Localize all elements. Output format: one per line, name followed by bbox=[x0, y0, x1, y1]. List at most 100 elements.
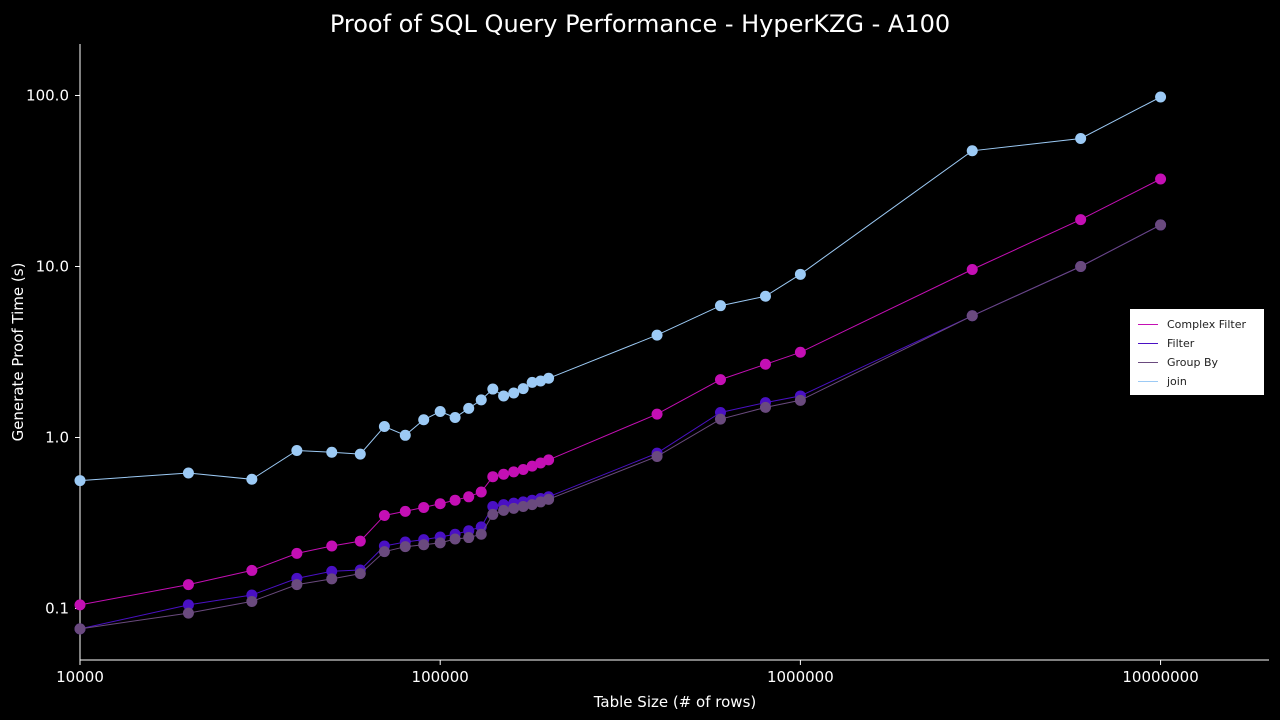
data-point bbox=[498, 390, 510, 402]
legend-item: Group By bbox=[1138, 353, 1256, 372]
data-point bbox=[354, 568, 366, 580]
data-point bbox=[498, 468, 510, 480]
x-tick-label: 100000 bbox=[412, 668, 469, 686]
data-point bbox=[378, 509, 390, 521]
data-point bbox=[487, 471, 499, 483]
data-point bbox=[517, 383, 529, 395]
data-point bbox=[1155, 173, 1167, 185]
data-point bbox=[517, 464, 529, 476]
data-point bbox=[399, 429, 411, 441]
data-point bbox=[246, 564, 258, 576]
data-point bbox=[759, 358, 771, 370]
data-point bbox=[543, 372, 555, 384]
data-point bbox=[517, 500, 529, 512]
data-point bbox=[487, 383, 499, 395]
y-tick-label: 0.1 bbox=[45, 600, 69, 618]
series-line bbox=[79, 224, 1161, 630]
data-point bbox=[354, 535, 366, 547]
data-point bbox=[246, 473, 258, 485]
data-point bbox=[651, 329, 663, 341]
data-point bbox=[508, 502, 520, 514]
x-tick-label: 10000000 bbox=[1122, 668, 1198, 686]
data-point bbox=[714, 374, 726, 386]
data-point bbox=[526, 376, 538, 388]
data-point bbox=[399, 541, 411, 553]
legend-item: join bbox=[1138, 372, 1256, 391]
legend-swatch bbox=[1138, 381, 1158, 382]
legend-label: Complex Filter bbox=[1167, 318, 1246, 331]
axes: 10000 100000 1000000 10000000 0.1 1.0 10.0 100.… bbox=[26, 44, 1269, 686]
data-point bbox=[74, 623, 86, 635]
data-point bbox=[326, 573, 338, 585]
series bbox=[74, 173, 1167, 611]
data-point bbox=[182, 467, 194, 479]
data-point bbox=[378, 546, 390, 558]
data-point bbox=[378, 420, 390, 432]
data-point bbox=[291, 579, 303, 591]
data-point bbox=[354, 448, 366, 460]
series-line bbox=[79, 178, 1161, 606]
series bbox=[74, 219, 1167, 635]
legend-swatch bbox=[1138, 324, 1158, 325]
legend-label: Group By bbox=[1167, 356, 1219, 369]
data-point bbox=[714, 300, 726, 312]
data-point bbox=[434, 498, 446, 510]
data-point bbox=[182, 599, 194, 611]
data-point bbox=[463, 532, 475, 544]
x-axis-label: Table Size (# of rows) bbox=[593, 693, 756, 711]
data-point bbox=[434, 405, 446, 417]
series bbox=[74, 219, 1167, 635]
data-point bbox=[246, 595, 258, 607]
data-point bbox=[463, 491, 475, 503]
data-point bbox=[966, 310, 978, 322]
data-point bbox=[418, 414, 430, 426]
data-point bbox=[475, 528, 487, 540]
x-tick-label: 1000000 bbox=[767, 668, 834, 686]
data-point bbox=[714, 413, 726, 425]
series-layer bbox=[74, 91, 1167, 635]
data-point bbox=[434, 537, 446, 549]
data-point bbox=[418, 539, 430, 551]
data-point bbox=[291, 547, 303, 559]
data-point bbox=[651, 408, 663, 420]
data-point bbox=[74, 599, 86, 611]
data-point bbox=[794, 346, 806, 358]
y-tick-label: 10.0 bbox=[36, 257, 69, 275]
data-point bbox=[759, 401, 771, 413]
legend-swatch bbox=[1138, 343, 1158, 344]
x-tick-label: 10000 bbox=[56, 668, 104, 686]
y-axis-label: Generate Proof Time (s) bbox=[9, 263, 27, 442]
data-point bbox=[399, 505, 411, 517]
data-point bbox=[326, 446, 338, 458]
data-point bbox=[74, 475, 86, 487]
data-point bbox=[1075, 214, 1087, 226]
data-point bbox=[487, 508, 499, 520]
data-point bbox=[449, 411, 461, 423]
data-point bbox=[526, 460, 538, 472]
data-point bbox=[1155, 91, 1167, 103]
data-point bbox=[543, 454, 555, 466]
data-point bbox=[794, 268, 806, 280]
data-point bbox=[759, 290, 771, 302]
data-point bbox=[182, 579, 194, 591]
data-point bbox=[1075, 260, 1087, 272]
data-point bbox=[508, 466, 520, 478]
y-tick-label: 1.0 bbox=[45, 429, 69, 447]
series bbox=[74, 91, 1167, 487]
data-point bbox=[475, 394, 487, 406]
series-line bbox=[79, 224, 1161, 630]
series-line bbox=[79, 96, 1161, 482]
data-point bbox=[508, 387, 520, 399]
data-point bbox=[1075, 133, 1087, 145]
legend-label: Filter bbox=[1167, 337, 1195, 350]
legend: Complex Filter Filter Group By join bbox=[1130, 309, 1264, 395]
data-point bbox=[475, 486, 487, 498]
data-point bbox=[526, 499, 538, 511]
data-point bbox=[1155, 219, 1167, 231]
chart-title: Proof of SQL Query Performance - HyperKZ… bbox=[329, 10, 951, 38]
legend-label: join bbox=[1167, 375, 1187, 388]
data-point bbox=[966, 145, 978, 157]
data-point bbox=[418, 501, 430, 513]
data-point bbox=[291, 444, 303, 456]
